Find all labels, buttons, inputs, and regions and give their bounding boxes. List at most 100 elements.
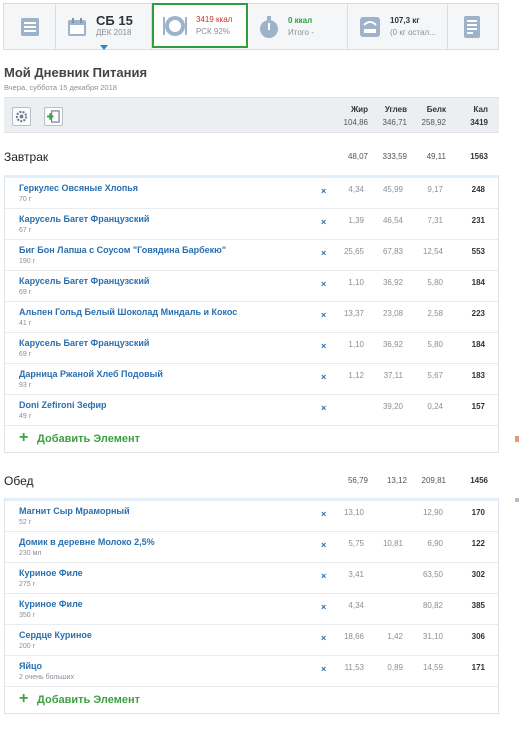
food-name-link[interactable]: Яйцо — [19, 661, 43, 671]
food-amount: 69 г — [19, 289, 32, 296]
food-fat: 1,12 — [348, 371, 364, 380]
weight-summary[interactable]: 107,3 кг (0 кг остал... — [348, 4, 448, 49]
food-name-link[interactable]: Альпен Гольд Белый Шоколад Миндаль и Кок… — [19, 307, 238, 317]
food-carbs: 67,83 — [382, 247, 403, 256]
food-protein: 12,54 — [422, 247, 443, 256]
delete-icon[interactable]: × — [321, 341, 327, 351]
food-row: Сердце Куриное 200 г × 18,66 1,42 31,10 306 — [5, 625, 498, 656]
delete-icon[interactable]: × — [321, 664, 327, 674]
delete-icon[interactable]: × — [321, 633, 327, 643]
food-name-link[interactable]: Сердце Куриное — [19, 630, 92, 640]
food-row: Дарница Ржаной Хлеб Подовый 93 г × 1,12 37,1… — [5, 364, 498, 395]
food-row: Doni Zefironi Зефир 49 г × 39,20 0,24 157 — [5, 395, 498, 426]
food-name-link[interactable]: Биг Бон Лапша с Соусом "Говядина Барбекю… — [19, 245, 227, 255]
burned-value: 0 ккал — [288, 15, 313, 25]
food-kcal: 184 — [471, 340, 485, 349]
total-protein: 258,92 — [421, 118, 446, 127]
delete-icon[interactable]: × — [321, 186, 327, 196]
meal-carbs: 13,12 — [386, 476, 407, 485]
reports-nav-button[interactable] — [448, 4, 496, 49]
food-kcal: 170 — [471, 508, 485, 517]
diary-icon — [20, 17, 39, 36]
food-carbs: 36,92 — [382, 340, 403, 349]
add-entry-icon — [47, 110, 60, 123]
food-carbs: 1,42 — [387, 632, 403, 641]
food-row: Магнит Сыр Мраморный 52 г × 13,10 12,90 170 — [5, 501, 498, 532]
delete-icon[interactable]: × — [321, 403, 327, 413]
food-row: Карусель Багет Французский 67 г × 1,39 46,54… — [5, 209, 498, 240]
food-row: Карусель Багет Французский 69 г × 1,10 36,92… — [5, 333, 498, 364]
report-icon — [464, 15, 480, 38]
date-month: ДЕК 2018 — [96, 27, 132, 37]
chevron-down-icon — [99, 45, 108, 50]
delete-icon[interactable]: × — [321, 602, 327, 612]
food-row: Куриное Филе 275 г × 3,41 63,50 302 — [5, 563, 498, 594]
food-carbs: 37,11 — [383, 371, 403, 380]
delete-icon[interactable]: × — [321, 509, 327, 519]
food-amount: 2 очень больших — [19, 674, 75, 681]
food-protein: 12,90 — [422, 508, 443, 517]
food-name-link[interactable]: Магнит Сыр Мраморный — [19, 506, 130, 516]
food-name-link[interactable]: Домик в деревне Молоко 2,5% — [19, 537, 155, 547]
meal-items-lunch: Магнит Сыр Мраморный 52 г × 13,10 12,90 170 До… — [4, 498, 499, 714]
weight-remaining: (0 кг остал... — [390, 27, 436, 37]
weight-value: 107,3 кг — [390, 15, 420, 25]
calories-percent: РСК 92% — [196, 26, 230, 36]
meal-header-breakfast: Завтрак 48,07 333,59 49,11 1563 — [4, 144, 499, 172]
diary-nav-button[interactable] — [4, 4, 56, 49]
food-name-link[interactable]: Дарница Ржаной Хлеб Подовый — [19, 369, 163, 379]
food-name-link[interactable]: Карусель Багет Французский — [19, 214, 150, 224]
edge-marker — [515, 436, 519, 442]
food-amount: 230 мл — [19, 550, 42, 557]
food-fat: 1,10 — [348, 340, 364, 349]
total-kcal: 3419 — [470, 118, 488, 127]
food-row: Яйцо 2 очень больших × 11,53 0,89 14,59 171 — [5, 656, 498, 687]
food-fat: 13,10 — [343, 508, 364, 517]
food-name-link[interactable]: Doni Zefironi Зефир — [19, 400, 107, 410]
settings-button[interactable] — [12, 107, 31, 126]
food-protein: 5,80 — [427, 278, 443, 287]
food-fat: 18,66 — [343, 632, 364, 641]
food-fat: 4,34 — [348, 185, 364, 194]
food-row: Куриное Филе 350 г × 4,34 80,82 385 — [5, 594, 498, 625]
food-protein: 0,24 — [427, 402, 443, 411]
food-carbs: 0,89 — [387, 663, 403, 672]
quick-add-button[interactable] — [44, 107, 63, 126]
meal-fat: 56,79 — [347, 476, 368, 485]
add-item-button[interactable]: + Добавить Элемент — [5, 426, 498, 452]
delete-icon[interactable]: × — [321, 217, 327, 227]
food-row: Биг Бон Лапша с Соусом "Говядина Барбекю… — [5, 240, 498, 271]
calories-summary[interactable]: 3419 ккал РСК 92% — [152, 3, 248, 48]
food-name-link[interactable]: Геркулес Овсяные Хлопья — [19, 183, 139, 193]
total-label-protein: Белк — [426, 105, 446, 114]
food-carbs: 10,81 — [382, 539, 403, 548]
add-item-button[interactable]: + Добавить Элемент — [5, 687, 498, 713]
food-amount: 190 г — [19, 258, 36, 265]
exercise-summary[interactable]: 0 ккал Итого - — [248, 4, 348, 49]
food-amount: 69 г — [19, 351, 32, 358]
food-protein: 80,82 — [422, 601, 443, 610]
diary-toolbar: Жир Углев Белк Кал 104,86 346,71 258,92 … — [4, 97, 499, 133]
delete-icon[interactable]: × — [321, 248, 327, 258]
delete-icon[interactable]: × — [321, 310, 327, 320]
food-name-link[interactable]: Куриное Филе — [19, 599, 83, 609]
delete-icon[interactable]: × — [321, 540, 327, 550]
meal-kcal: 1563 — [470, 152, 488, 161]
delete-icon[interactable]: × — [321, 571, 327, 581]
add-item-label: Добавить Элемент — [37, 694, 140, 706]
food-name-link[interactable]: Карусель Багет Французский — [19, 276, 150, 286]
food-protein: 63,50 — [422, 570, 443, 579]
food-name-link[interactable]: Куриное Филе — [19, 568, 83, 578]
food-kcal: 553 — [471, 247, 485, 256]
food-kcal: 171 — [471, 663, 485, 672]
delete-icon[interactable]: × — [321, 279, 327, 289]
meal-carbs: 333,59 — [382, 152, 407, 161]
edge-marker — [515, 498, 519, 502]
food-kcal: 231 — [471, 216, 485, 225]
date-picker[interactable]: СБ 15 ДЕК 2018 — [56, 4, 152, 50]
food-fat: 3,41 — [348, 570, 364, 579]
delete-icon[interactable]: × — [321, 372, 327, 382]
food-protein: 7,31 — [427, 216, 443, 225]
food-protein: 5,67 — [427, 371, 443, 380]
food-name-link[interactable]: Карусель Багет Французский — [19, 338, 150, 348]
